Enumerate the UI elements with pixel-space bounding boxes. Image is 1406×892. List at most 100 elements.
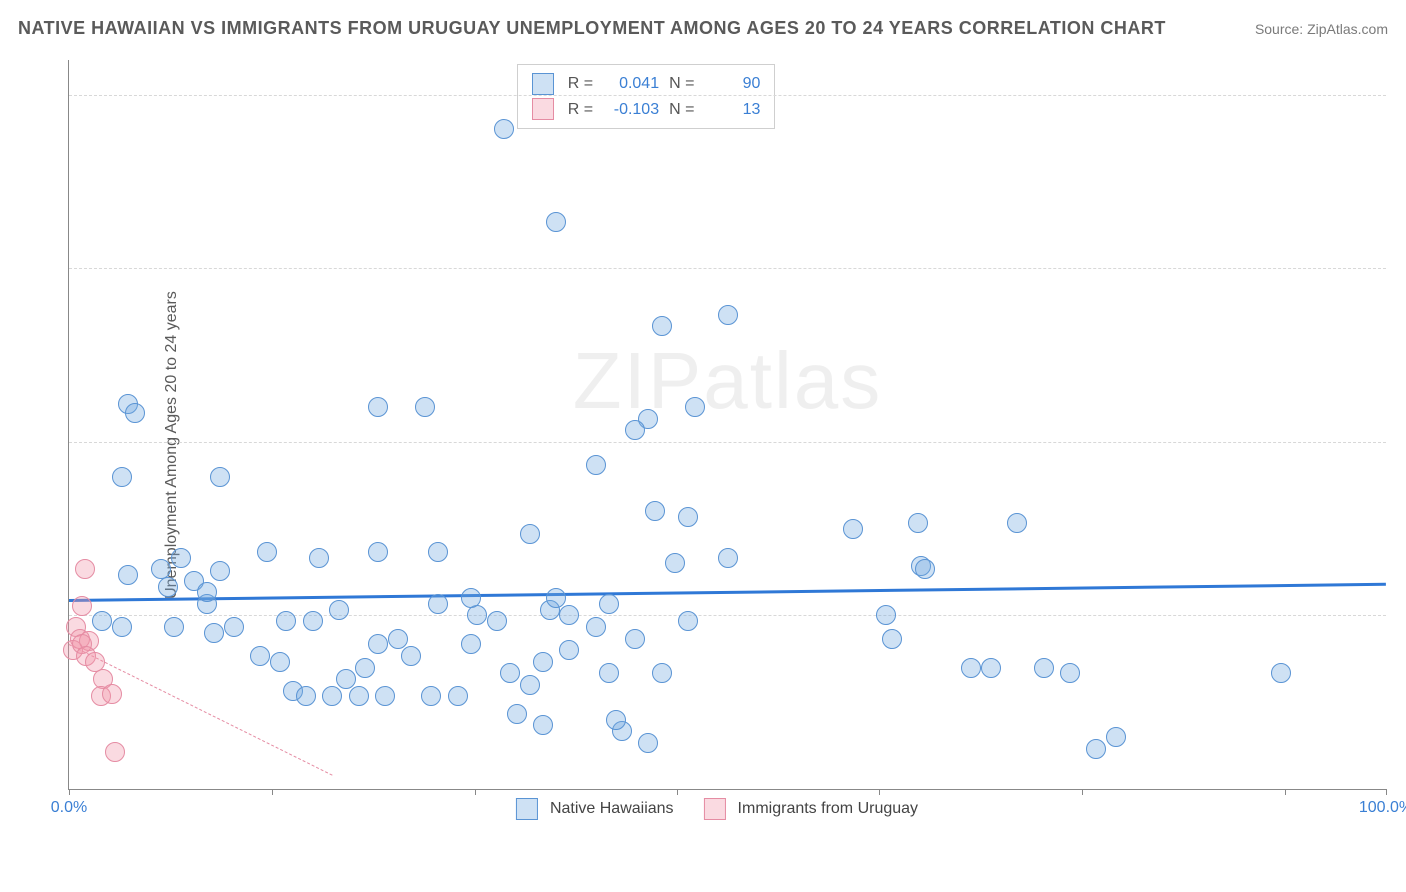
data-point [533, 715, 553, 735]
series-legend: Native Hawaiians Immigrants from Uruguay [516, 798, 918, 820]
data-point [102, 684, 122, 704]
data-point [72, 596, 92, 616]
data-point [415, 397, 435, 417]
y-tick-label: 45.0% [1396, 259, 1406, 277]
data-point [718, 305, 738, 325]
data-point [1106, 727, 1126, 747]
y-tick-label: 30.0% [1396, 433, 1406, 451]
gridline [69, 442, 1386, 443]
data-point [105, 742, 125, 762]
data-point [546, 588, 566, 608]
data-point [652, 663, 672, 683]
x-tick-label-end: 100.0% [1359, 799, 1406, 817]
data-point [467, 605, 487, 625]
data-point [599, 663, 619, 683]
data-point [349, 686, 369, 706]
data-point [908, 513, 928, 533]
correlation-row-2: R = -0.103 N = 13 [532, 97, 761, 123]
data-point [678, 611, 698, 631]
data-point [559, 605, 579, 625]
r-label: R = [568, 71, 593, 97]
data-point [125, 403, 145, 423]
gridline [69, 95, 1386, 96]
data-point [355, 658, 375, 678]
x-tick [1285, 789, 1286, 795]
data-point [665, 553, 685, 573]
data-point [625, 420, 645, 440]
n-label: N = [669, 71, 694, 97]
trendline [69, 583, 1386, 602]
data-point [638, 733, 658, 753]
data-point [461, 588, 481, 608]
legend-label-2: Immigrants from Uruguay [738, 800, 919, 818]
n-value-2: 13 [706, 97, 760, 123]
data-point [368, 397, 388, 417]
data-point [421, 686, 441, 706]
data-point [368, 634, 388, 654]
data-point [843, 519, 863, 539]
data-point [461, 634, 481, 654]
r-value-1: 0.041 [605, 71, 659, 97]
data-point [75, 559, 95, 579]
data-point [270, 652, 290, 672]
data-point [533, 652, 553, 672]
chart-source: Source: ZipAtlas.com [1255, 21, 1388, 37]
data-point [204, 623, 224, 643]
plot-region: ZIPatlas R = 0.041 N = 90 R = -0.103 N =… [68, 60, 1386, 790]
data-point [625, 629, 645, 649]
swatch-series-1 [532, 73, 554, 95]
data-point [606, 710, 626, 730]
data-point [494, 119, 514, 139]
data-point [961, 658, 981, 678]
x-tick [879, 789, 880, 795]
legend-item-2: Immigrants from Uruguay [704, 798, 919, 820]
data-point [1086, 739, 1106, 759]
n-value-1: 90 [706, 71, 760, 97]
data-point [599, 594, 619, 614]
legend-swatch-1 [516, 798, 538, 820]
data-point [309, 548, 329, 568]
gridline [69, 615, 1386, 616]
data-point [303, 611, 323, 631]
x-tick [677, 789, 678, 795]
data-point [652, 316, 672, 336]
x-tick [69, 789, 70, 795]
gridline [69, 268, 1386, 269]
watermark: ZIPatlas [573, 335, 882, 427]
data-point [1034, 658, 1054, 678]
data-point [586, 617, 606, 637]
data-point [586, 455, 606, 475]
y-tick-label: 60.0% [1396, 86, 1406, 104]
data-point [164, 617, 184, 637]
data-point [336, 669, 356, 689]
data-point [112, 617, 132, 637]
data-point [112, 467, 132, 487]
legend-label-1: Native Hawaiians [550, 800, 674, 818]
watermark-atlas: atlas [703, 336, 882, 425]
data-point [368, 542, 388, 562]
data-point [296, 686, 316, 706]
data-point [250, 646, 270, 666]
data-point [1271, 663, 1291, 683]
data-point [171, 548, 191, 568]
data-point [882, 629, 902, 649]
data-point [92, 611, 112, 631]
data-point [276, 611, 296, 631]
data-point [645, 501, 665, 521]
chart-title: NATIVE HAWAIIAN VS IMMIGRANTS FROM URUGU… [18, 18, 1166, 39]
data-point [559, 640, 579, 660]
r-label-2: R = [568, 97, 593, 123]
correlation-row-1: R = 0.041 N = 90 [532, 71, 761, 97]
data-point [210, 561, 230, 581]
data-point [876, 605, 896, 625]
data-point [118, 565, 138, 585]
r-value-2: -0.103 [605, 97, 659, 123]
legend-swatch-2 [704, 798, 726, 820]
data-point [487, 611, 507, 631]
data-point [210, 467, 230, 487]
data-point [322, 686, 342, 706]
data-point [678, 507, 698, 527]
x-tick [272, 789, 273, 795]
data-point [448, 686, 468, 706]
data-point [197, 582, 217, 602]
